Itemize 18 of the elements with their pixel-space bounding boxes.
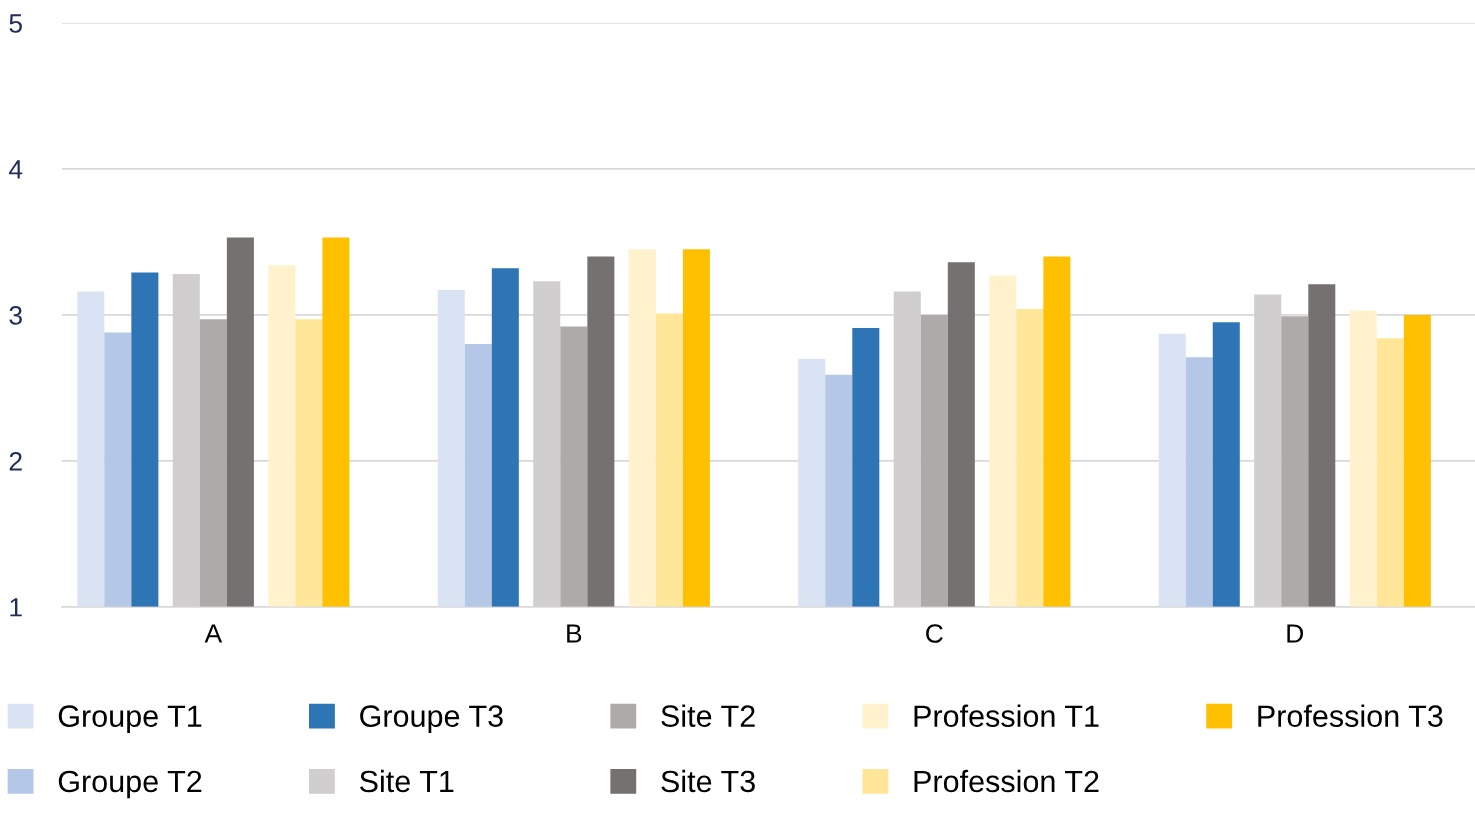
y-tick-label: 1 <box>10 598 22 617</box>
legend-label: Site T3 <box>661 769 755 793</box>
y-tick-label: 4 <box>8 160 23 179</box>
legend-label: Profession T3 <box>1258 704 1443 727</box>
x-tick-label: A <box>204 624 223 643</box>
y-tick-label: 2 <box>9 451 22 471</box>
legend-label: Site T2 <box>661 704 755 727</box>
y-tick-label: 5 <box>9 14 22 33</box>
legend-label: Groupe T2 <box>58 770 202 799</box>
x-tick-label: B <box>567 624 582 643</box>
legend-label: Profession T2 <box>914 769 1099 793</box>
x-tick-label: C <box>926 624 943 643</box>
legend-label: Site T1 <box>359 769 454 793</box>
legend-label: Groupe T1 <box>58 705 202 734</box>
legend-label: Profession T1 <box>914 704 1099 727</box>
x-tick-label: D <box>1287 624 1304 643</box>
legend-label: Groupe T3 <box>360 705 503 734</box>
y-tick-label: 3 <box>9 306 22 325</box>
